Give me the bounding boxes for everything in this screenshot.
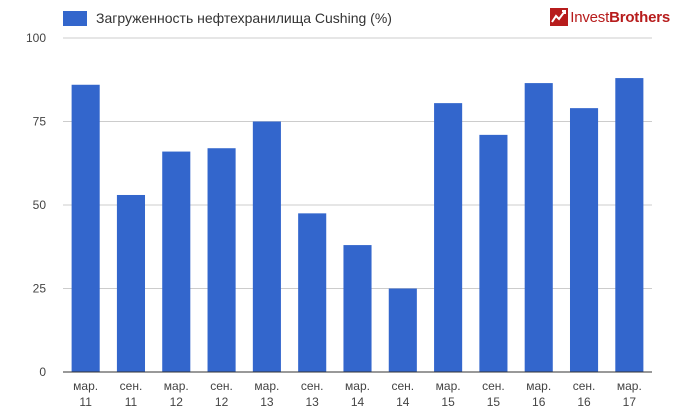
bar — [615, 78, 644, 372]
bar — [252, 121, 281, 372]
bar — [298, 213, 327, 372]
x-tick-label: мар. — [254, 379, 279, 393]
legend-swatch — [63, 10, 87, 26]
bar — [479, 134, 508, 372]
x-tick-label: сен. — [482, 379, 505, 393]
x-tick-label: мар. — [345, 379, 370, 393]
x-tick-label: сен. — [210, 379, 233, 393]
legend: Загруженность нефтехранилища Cushing (%) — [63, 10, 392, 26]
bar — [388, 288, 417, 372]
x-tick-label: мар. — [617, 379, 642, 393]
x-tick-label: 11 — [125, 395, 138, 409]
bar — [434, 103, 463, 372]
legend-label: Загруженность нефтехранилища Cushing (%) — [96, 10, 392, 26]
x-tick-label: 15 — [441, 395, 455, 409]
chart-arrow-icon — [550, 8, 569, 26]
x-tick-label: 12 — [170, 395, 184, 409]
y-tick-label: 100 — [26, 31, 46, 45]
bar — [162, 151, 191, 372]
x-tick-label: сен. — [301, 379, 324, 393]
x-tick-label: 16 — [532, 395, 546, 409]
x-tick-label: 13 — [260, 395, 274, 409]
brand-name-brothers: Brothers — [609, 8, 670, 26]
brand-name-invest: Invest — [570, 8, 610, 26]
bar — [71, 84, 100, 372]
x-tick-label: сен. — [573, 379, 596, 393]
bar — [569, 108, 599, 372]
x-tick-label: 11 — [79, 395, 92, 409]
x-tick-label: 14 — [396, 395, 410, 409]
bar — [116, 194, 146, 372]
x-tick-label: 16 — [577, 395, 591, 409]
y-tick-label: 25 — [33, 282, 47, 296]
x-tick-label: 12 — [215, 395, 229, 409]
y-tick-label: 50 — [33, 198, 47, 212]
bar — [524, 83, 553, 372]
x-tick-label: 15 — [487, 395, 501, 409]
x-tick-label: 17 — [623, 395, 637, 409]
x-tick-label: 13 — [306, 395, 320, 409]
y-tick-label: 0 — [39, 365, 46, 379]
x-tick-label: мар. — [73, 379, 98, 393]
x-tick-label: сен. — [120, 379, 143, 393]
y-tick-label: 75 — [33, 115, 47, 129]
brand-logo: Invest Brothers — [549, 6, 670, 28]
x-tick-label: сен. — [391, 379, 414, 393]
x-tick-label: 14 — [351, 395, 365, 409]
x-tick-label: мар. — [526, 379, 551, 393]
x-tick-label: мар. — [164, 379, 189, 393]
bar — [207, 148, 236, 372]
x-tick-label: мар. — [436, 379, 461, 393]
bar — [343, 245, 372, 372]
